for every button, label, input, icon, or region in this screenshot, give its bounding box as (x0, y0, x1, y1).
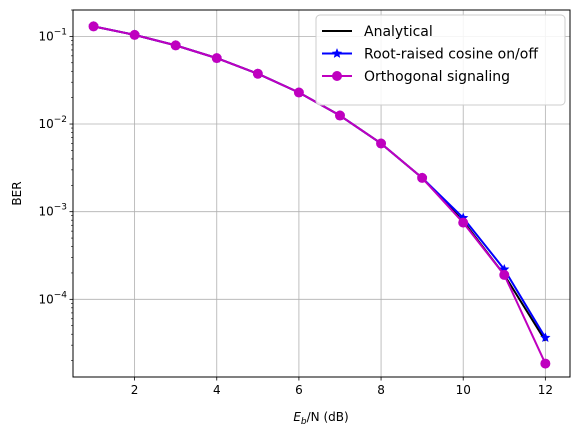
data-point (540, 358, 551, 369)
data-point (376, 138, 387, 149)
legend-marker (331, 48, 343, 58)
legend-label: Root-raised cosine on/off (364, 47, 538, 63)
y-axis-label: BER (10, 181, 24, 205)
data-point (293, 87, 304, 98)
x-tick-label: 8 (377, 383, 385, 397)
legend-label: Analytical (364, 24, 433, 40)
legend-entry: Analytical (322, 24, 433, 40)
x-tick-label: 2 (131, 383, 139, 397)
x-tick-label: 10 (456, 383, 471, 397)
data-point (334, 110, 345, 121)
x-tick-label: 6 (295, 383, 303, 397)
legend-label: Orthogonal signaling (364, 69, 510, 85)
data-point (252, 68, 263, 79)
x-axis-label: Eb/N (dB) (293, 410, 348, 427)
x-label-symbol: E (293, 410, 301, 424)
data-point (129, 29, 140, 40)
legend-entry: Orthogonal signaling (322, 69, 510, 85)
data-point (88, 21, 99, 32)
plot-frame (72, 9, 571, 378)
data-point (499, 269, 510, 280)
y-tick-label: 10−3 (38, 203, 67, 219)
y-tick-label: 10−4 (38, 290, 67, 306)
x-axis-ticks: 2 4 6 8 10 12 (131, 377, 553, 397)
legend-entry: Root-raised cosine on/off (322, 47, 538, 63)
x-label-subscript: b (301, 417, 307, 427)
data-point (417, 172, 428, 183)
legend: Analytical Root-raised cosine on/off Ortho… (315, 14, 566, 106)
x-tick-label: 12 (538, 383, 553, 397)
legend-marker (332, 71, 342, 81)
x-tick-label: 4 (213, 383, 221, 397)
legend-box (315, 14, 566, 106)
data-point (170, 40, 181, 51)
legend-items: Analytical Root-raised cosine on/off Ortho… (322, 24, 538, 85)
data-point (458, 217, 469, 228)
y-tick-label: 10−1 (38, 27, 67, 43)
data-point (540, 332, 551, 343)
data-point (211, 53, 222, 64)
y-axis-ticks: 10−1 10−2 10−3 10−4 (38, 9, 73, 361)
y-tick-label: 10−2 (38, 115, 67, 131)
x-label-rest: /N (dB) (307, 410, 349, 424)
